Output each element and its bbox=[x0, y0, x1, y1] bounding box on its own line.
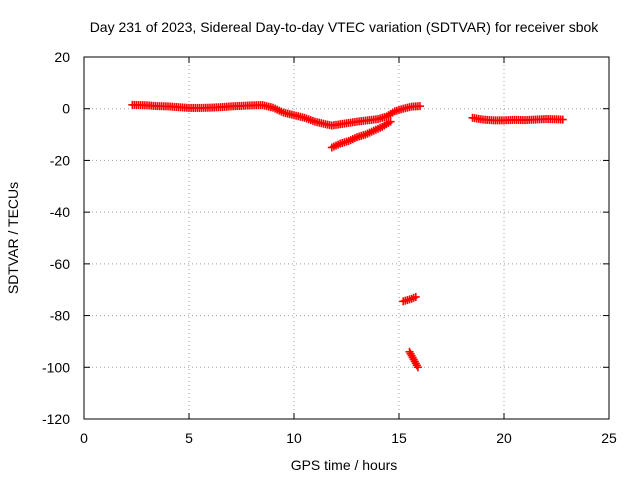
y-axis-label: SDTVAR / TECUs bbox=[5, 182, 21, 294]
data-point bbox=[413, 363, 422, 372]
y-tick-label: 20 bbox=[54, 49, 70, 65]
x-tick-label: 10 bbox=[286, 430, 302, 446]
x-tick-label: 15 bbox=[391, 430, 407, 446]
y-tick-label: -120 bbox=[42, 411, 70, 427]
x-tick-label: 25 bbox=[601, 430, 617, 446]
y-tick-label: -40 bbox=[50, 204, 70, 220]
grid-lines bbox=[84, 57, 609, 419]
y-tick-label: -100 bbox=[42, 359, 70, 375]
y-tick-label: -80 bbox=[50, 308, 70, 324]
y-tick-label: -60 bbox=[50, 256, 70, 272]
x-tick-label: 0 bbox=[80, 430, 88, 446]
y-tick-label: 0 bbox=[62, 101, 70, 117]
chart-title: Day 231 of 2023, Sidereal Day-to-day VTE… bbox=[90, 19, 600, 35]
axis-ticks bbox=[83, 56, 610, 420]
data-point bbox=[386, 117, 395, 126]
plot-frame bbox=[83, 56, 610, 420]
data-point bbox=[558, 115, 567, 124]
data-point bbox=[416, 102, 424, 111]
x-tick-label: 20 bbox=[496, 430, 512, 446]
x-axis-label: GPS time / hours bbox=[291, 457, 398, 473]
x-tick-label: 5 bbox=[185, 430, 193, 446]
data-points bbox=[128, 100, 567, 372]
y-tick-label: -20 bbox=[50, 152, 70, 168]
data-point bbox=[411, 292, 420, 301]
tick-labels: 0 5 10 15 20 25 20 0 -20 -40 -60 -80 -100 -120 bbox=[42, 49, 617, 446]
